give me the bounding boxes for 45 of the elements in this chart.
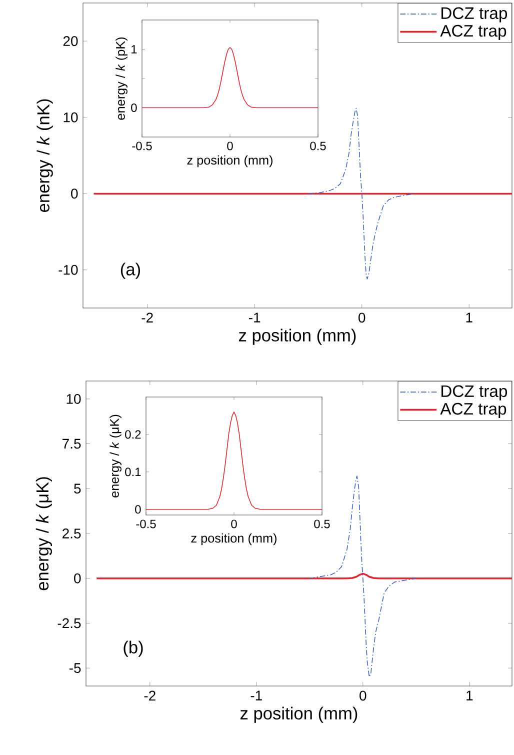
x-tick-label: -0.5	[136, 520, 156, 528]
x-tick-label: 0	[358, 312, 366, 323]
y-tick-label: 7.5	[62, 438, 81, 449]
legend-label: ACZ trap	[440, 24, 506, 40]
legend-label: DCZ trap	[441, 7, 508, 22]
x-axis-title: z position (mm)	[187, 155, 272, 168]
legend-label: ACZ trap	[440, 402, 506, 418]
annotation: (b)	[124, 640, 143, 657]
y-tick-label: 2.5	[62, 528, 81, 538]
x-tick-label: -0.5	[132, 142, 152, 150]
y-axis-title: energy / k (μK)	[36, 477, 52, 590]
x-tick-label: 0.5	[310, 142, 326, 150]
y-tick-label: 0	[74, 573, 81, 584]
x-tick-label: 0	[360, 690, 366, 701]
y-tick-label: 1	[132, 45, 137, 54]
x-tick-label: -1	[250, 690, 262, 700]
x-tick-label: 1	[466, 312, 472, 322]
y-tick-label: 10	[66, 394, 81, 404]
y-tick-label: 0.2	[125, 430, 141, 439]
y-tick-label: 0	[135, 505, 141, 514]
legend-label: DCZ trap	[441, 385, 508, 400]
x-axis-title: z position (mm)	[240, 706, 358, 723]
y-axis-title: energy / k (nK)	[36, 99, 53, 212]
annotation: (a)	[120, 262, 140, 279]
x-tick-label: -2	[144, 690, 156, 700]
y-tick-label: 0	[131, 103, 137, 112]
y-tick-label: 10	[64, 112, 78, 122]
y-tick-label: 5	[74, 484, 81, 494]
y-axis-title: energy / k (μK)	[110, 414, 122, 498]
x-axis-title: z position (mm)	[238, 328, 356, 345]
x-axis-title: z position (mm)	[191, 533, 276, 546]
y-tick-label: 0	[71, 188, 78, 199]
x-tick-label: 1	[466, 690, 473, 700]
x-tick-label: 0.5	[314, 520, 330, 528]
line-series	[146, 412, 322, 510]
x-tick-label: 0	[231, 520, 237, 528]
y-tick-label: -2.5	[58, 618, 81, 628]
x-tick-label: 0	[227, 142, 233, 150]
x-tick-label: -2	[142, 312, 153, 322]
y-tick-label: 20	[63, 36, 78, 46]
y-tick-label: -10	[58, 264, 78, 275]
y-axis-title: energy / k (pK)	[116, 37, 128, 120]
x-tick-label: -1	[249, 312, 260, 322]
y-tick-label: -5	[69, 663, 81, 673]
y-tick-label: 0.1	[125, 468, 141, 476]
